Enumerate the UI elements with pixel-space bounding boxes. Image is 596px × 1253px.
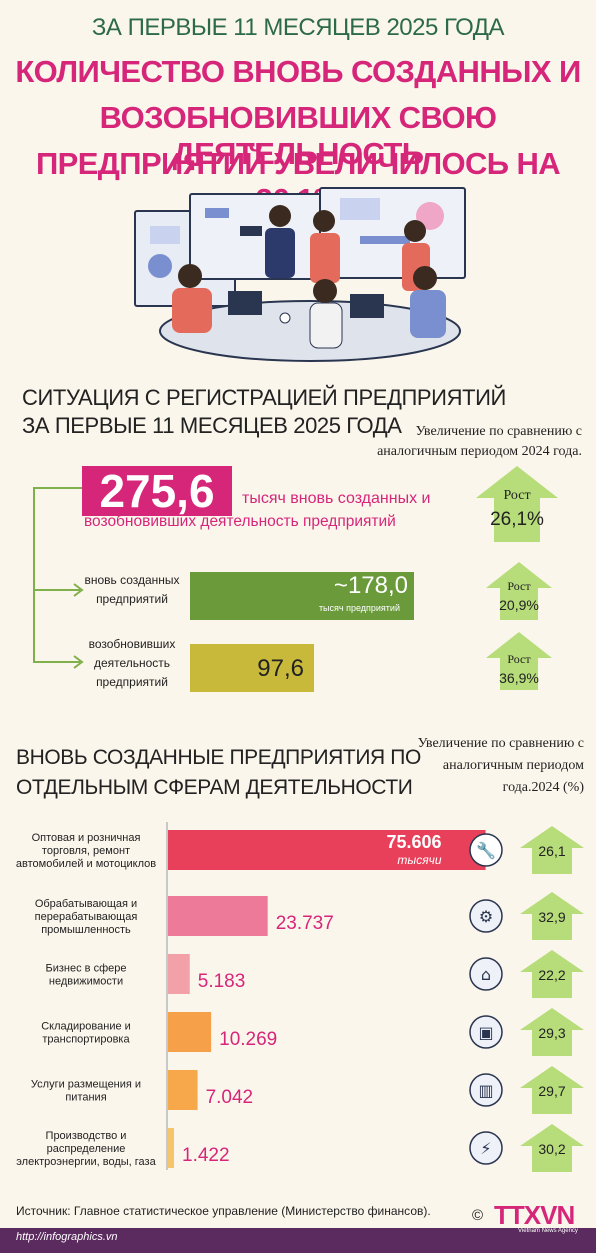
connector-lines: [33, 487, 84, 669]
sector-bar-0: [168, 830, 486, 870]
sector-category-label-0-2: автомобилей и мотоциклов: [16, 858, 156, 870]
sector-bar-2: [168, 954, 190, 994]
sector-category-label-2-0: Бизнес в сфере: [46, 963, 127, 975]
factory-robot-icon: [469, 899, 503, 933]
sector-category-label-2-1: недвижимости: [49, 976, 123, 988]
ttxvn-logo: TTXVN: [494, 1200, 575, 1230]
resumed-growth-arrow-icon: [486, 632, 552, 690]
sector-growth-value-0: 26,1: [538, 843, 565, 859]
new-growth-label: Рост: [507, 579, 531, 593]
car-repair-icon: [469, 833, 503, 867]
sector-value-label-0: 75.606: [386, 832, 441, 852]
sector-bar-1: [168, 896, 268, 936]
sector-category-label-5-1: распределение: [47, 1143, 126, 1155]
sector-value-label-4: 7.042: [206, 1087, 254, 1108]
resumed-label-line-3: предприятий: [96, 675, 168, 689]
sectors-note-line-1: Увеличение по сравнению с: [417, 736, 584, 751]
sectors-title-line-1: ВНОВЬ СОЗДАННЫЕ ПРЕДПРИЯТИЯ ПО: [16, 746, 421, 769]
registration-note-line-1: Увеличение по сравнению с: [415, 424, 582, 439]
sector-unit-label-0: тысячи: [397, 853, 441, 867]
sector-category-label-3-0: Складирование и: [41, 1021, 131, 1033]
total-growth-arrow-icon: [476, 466, 558, 542]
sector-value-label-1: 23.737: [276, 913, 334, 934]
sector-category-label-1-2: промышленность: [41, 924, 131, 936]
delivery-truck-icon: [469, 1015, 503, 1049]
total-value: 275,6: [82, 466, 232, 516]
new-enterprises-label-line-1: вновь созданных: [84, 573, 180, 587]
footer-url[interactable]: http://infographics.vn: [16, 1231, 118, 1243]
new-growth-arrow-icon: [486, 562, 552, 620]
office-meeting-illustration: [134, 187, 466, 362]
sector-growth-value-4: 29,7: [538, 1083, 565, 1099]
sector-growth-arrow-3: [520, 1008, 584, 1056]
total-text-line-1: тысяч вновь созданных и: [242, 490, 431, 507]
house-in-hand-icon-glyph: ⌂: [481, 965, 491, 984]
sectors-note-line-3: года.2024 (%): [502, 780, 584, 795]
sector-value-label-2: 5.183: [198, 971, 246, 992]
resumed-label-line-1: возобновивших: [88, 637, 176, 651]
header-title-line-1: КОЛИЧЕСТВО ВНОВЬ СОЗДАННЫХ И: [15, 54, 581, 89]
resumed-label-line-2: деятельность: [93, 656, 171, 670]
sector-bar-3: [168, 1012, 212, 1052]
sector-chart-axis: [166, 822, 168, 1170]
sector-category-label-4-1: питания: [65, 1092, 106, 1104]
factory-robot-icon-glyph: ⚙: [479, 907, 493, 926]
sector-category-label-5-2: электроэнергии, воды, газа: [16, 1156, 156, 1168]
resumed-enterprises-value: 97,6: [257, 655, 304, 682]
hotel-building-icon-glyph: ▥: [478, 1081, 493, 1100]
sector-growth-arrow-4: [520, 1066, 584, 1114]
sector-growth-value-1: 32,9: [538, 909, 565, 925]
new-enterprises-value: ~178,0: [333, 572, 408, 599]
sector-growth-value-2: 22,2: [538, 967, 565, 983]
sector-growth-arrow-2: [520, 950, 584, 998]
footer-source: Источник: Главное статистическое управле…: [16, 1204, 431, 1218]
total-growth-value: 26,1%: [490, 509, 544, 530]
copyright-symbol: ©: [472, 1207, 484, 1224]
total-text-line-2: возобновивших деятельность предприятий: [84, 513, 396, 530]
resumed-enterprises-bar: [190, 644, 314, 692]
sector-growth-value-5: 30,2: [538, 1141, 565, 1157]
registration-title-line-2: ЗА ПЕРВЫЕ 11 МЕСЯЦЕВ 2025 ГОДА: [22, 413, 402, 438]
new-enterprises-unit: тысяч предприятий: [318, 603, 400, 613]
header-title-line-2: ВОЗОБНОВИВШИХ СВОЮ ДЕЯТЕЛЬНОСТЬ: [99, 100, 497, 171]
sector-category-label-3-1: транспортировка: [42, 1034, 130, 1046]
sector-growth-value-3: 29,3: [538, 1025, 565, 1041]
registration-title-line-1: СИТУАЦИЯ С РЕГИСТРАЦИЕЙ ПРЕДПРИЯТИЙ: [22, 385, 506, 410]
new-growth-value: 20,9%: [499, 597, 539, 613]
resumed-growth-value: 36,9%: [499, 670, 539, 686]
sector-category-label-4-0: Услуги размещения и: [31, 1079, 141, 1091]
ttxvn-logo-sub: Vietnam News Agency: [518, 1228, 578, 1234]
header-top-line: ЗА ПЕРВЫЕ 11 МЕСЯЦЕВ 2025 ГОДА: [91, 14, 505, 41]
sector-growth-arrow-1: [520, 892, 584, 940]
sector-category-label-0-1: торговля, ремонт: [42, 845, 130, 857]
sector-growth-arrow-5: [520, 1124, 584, 1172]
new-enterprises-bar: [190, 572, 414, 620]
footer-bar: [0, 1228, 596, 1253]
sector-category-label-1-0: Обрабатывающая и: [35, 898, 137, 910]
sector-category-label-1-1: перерабатывающая: [35, 911, 138, 923]
sector-category-label-0-0: Оптовая и розничная: [32, 832, 141, 844]
sector-bar-4: [168, 1070, 198, 1110]
hotel-building-icon: [469, 1073, 503, 1107]
sectors-title-line-2: ОТДЕЛЬНЫМ СФЕРАМ ДЕЯТЕЛЬНОСТИ: [16, 776, 413, 799]
sector-value-label-5: 1.422: [182, 1145, 230, 1166]
sector-bar-5: [168, 1128, 174, 1168]
sector-growth-arrow-0: [520, 826, 584, 874]
registration-note-line-2: аналогичным периодом 2024 года.: [377, 444, 582, 459]
new-enterprises-label-line-2: предприятий: [96, 592, 168, 606]
sector-value-label-3: 10.269: [219, 1029, 277, 1050]
energy-gear-icon: [469, 1131, 503, 1165]
sector-category-label-5-0: Производство и: [46, 1130, 127, 1142]
resumed-growth-label: Рост: [507, 652, 531, 666]
total-growth-label: Рост: [503, 488, 531, 503]
sectors-note-line-2: аналогичным периодом: [442, 758, 584, 773]
delivery-truck-icon-glyph: ▣: [478, 1023, 493, 1042]
energy-gear-icon-glyph: ⚡: [480, 1139, 491, 1158]
car-repair-icon-glyph: 🔧: [476, 841, 496, 860]
house-in-hand-icon: [469, 957, 503, 991]
